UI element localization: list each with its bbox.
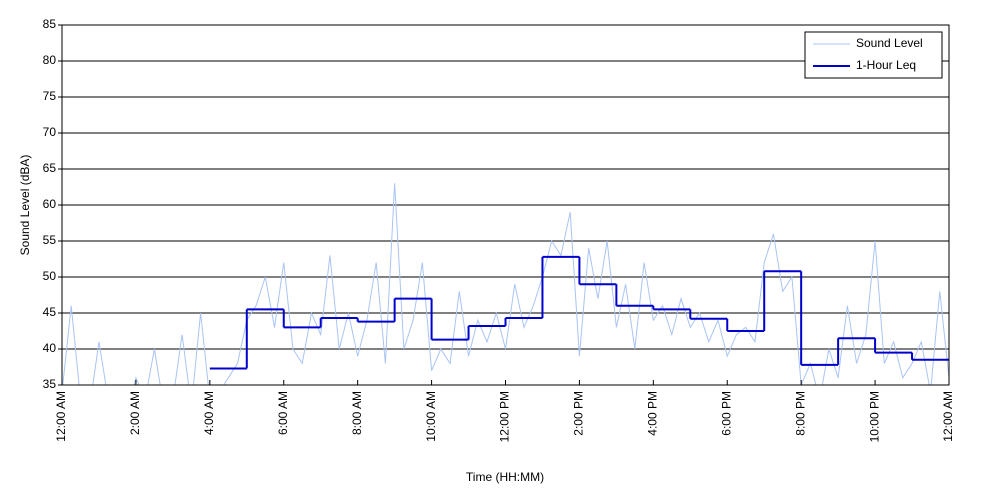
axes: 35 40 45 50 55 60 65 70 75 80 85 12:00 AM 2:00 AM 4:0… (43, 17, 956, 442)
y-tick-label: 85 (43, 17, 57, 31)
x-tick-label: 12:00 AM (54, 391, 68, 442)
x-tick-label: 12:00 PM (498, 391, 512, 442)
x-tick-label: 6:00 AM (276, 391, 290, 435)
y-tick-label: 70 (43, 125, 57, 139)
legend: Sound Level 1-Hour Leq (804, 31, 943, 79)
y-tick-label: 75 (43, 89, 57, 103)
legend-label: 1-Hour Leq (856, 58, 916, 72)
y-tick-label: 50 (43, 269, 57, 283)
x-tick-label: 8:00 PM (793, 391, 807, 436)
y-tick-label: 40 (43, 341, 57, 355)
y-tick-label: 45 (43, 305, 57, 319)
series-line (62, 183, 949, 385)
x-tick-label: 2:00 AM (128, 391, 142, 435)
x-tick-label: 10:00 AM (424, 391, 438, 442)
y-tick-label: 65 (43, 161, 57, 175)
x-tick-label: 4:00 PM (646, 391, 660, 436)
y-axis-label: Sound Level (dBA) (18, 155, 32, 256)
legend-box (804, 31, 943, 79)
y-tick-label: 60 (43, 197, 57, 211)
legend-label: Sound Level (856, 36, 923, 50)
x-tick-label: 10:00 PM (867, 391, 881, 442)
x-tick-label: 6:00 PM (719, 391, 733, 436)
y-tick-label: 35 (43, 377, 57, 391)
x-tick-label: 8:00 AM (350, 391, 364, 435)
x-axis-label: Time (HH:MM) (466, 470, 544, 484)
y-tick-label: 80 (43, 53, 57, 67)
y-tick-label: 55 (43, 233, 57, 247)
plot (62, 183, 949, 385)
x-tick-label: 12:00 AM (941, 391, 955, 442)
x-tick-label: 4:00 AM (202, 391, 216, 435)
x-tick-label: 2:00 PM (572, 391, 586, 436)
